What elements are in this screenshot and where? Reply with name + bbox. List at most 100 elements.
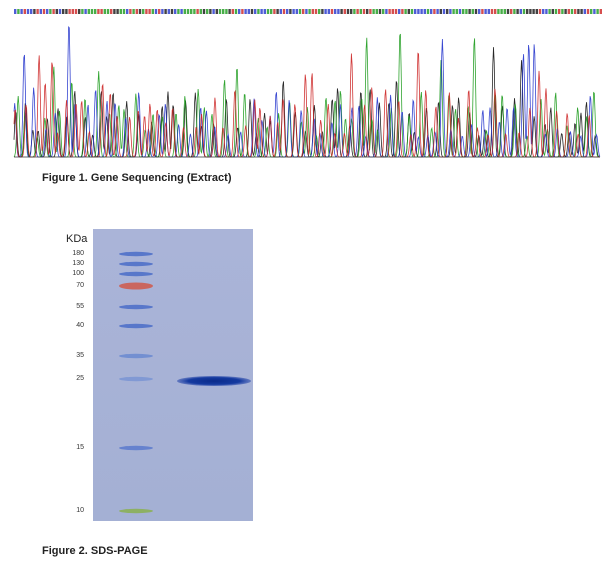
base-call bbox=[577, 9, 580, 14]
base-call bbox=[132, 9, 135, 14]
base-call bbox=[151, 9, 154, 14]
base-call bbox=[346, 9, 350, 14]
base-call bbox=[433, 9, 436, 14]
base-call bbox=[126, 9, 129, 14]
base-call bbox=[382, 9, 385, 14]
base-call bbox=[375, 9, 378, 14]
base-call bbox=[228, 9, 231, 14]
base-call bbox=[327, 9, 330, 14]
marker-label: 35 bbox=[76, 352, 84, 359]
base-call bbox=[420, 9, 423, 14]
base-call bbox=[350, 9, 353, 14]
base-call bbox=[407, 9, 410, 14]
base-call bbox=[487, 9, 490, 14]
trace bbox=[13, 52, 600, 158]
base-call bbox=[282, 9, 286, 14]
base-call bbox=[458, 9, 462, 14]
base-call bbox=[49, 9, 52, 14]
base-call bbox=[52, 9, 55, 14]
base-call bbox=[154, 9, 158, 14]
base-call bbox=[410, 9, 414, 14]
ladder-band bbox=[119, 323, 153, 329]
base-call bbox=[209, 9, 212, 14]
chromatogram bbox=[13, 9, 602, 158]
marker-label: 180 bbox=[72, 250, 84, 257]
base-call bbox=[222, 9, 225, 14]
base-call bbox=[564, 9, 567, 14]
base-call bbox=[68, 9, 71, 14]
base-call bbox=[414, 9, 417, 14]
base-call bbox=[286, 9, 289, 14]
sample-band bbox=[177, 376, 251, 386]
base-call bbox=[30, 9, 33, 14]
base-call bbox=[506, 9, 510, 14]
base-call bbox=[161, 9, 164, 14]
base-call bbox=[186, 9, 190, 14]
base-call bbox=[513, 9, 516, 14]
base-call bbox=[119, 9, 122, 14]
base-call bbox=[110, 9, 113, 14]
base-call bbox=[279, 9, 282, 14]
base-call bbox=[449, 9, 452, 14]
base-call bbox=[468, 9, 471, 14]
base-call bbox=[369, 9, 372, 14]
base-call bbox=[148, 9, 151, 14]
base-call bbox=[81, 9, 84, 14]
base-call bbox=[535, 9, 538, 14]
marker-label: 55 bbox=[76, 303, 84, 310]
base-call bbox=[503, 9, 506, 14]
ladder-band bbox=[119, 353, 153, 359]
base-call bbox=[244, 9, 247, 14]
base-call bbox=[330, 9, 334, 14]
base-call bbox=[142, 9, 145, 14]
figure-caption: Figure 2. SDS-PAGE bbox=[42, 545, 148, 557]
base-call bbox=[199, 9, 202, 14]
base-call bbox=[314, 9, 318, 14]
base-call bbox=[321, 9, 324, 14]
base-call bbox=[218, 9, 222, 14]
base-call bbox=[71, 9, 74, 14]
base-call bbox=[196, 9, 199, 14]
base-call bbox=[215, 9, 218, 14]
base-call bbox=[481, 9, 484, 14]
ladder-band bbox=[119, 445, 153, 451]
base-call bbox=[570, 9, 574, 14]
base-call bbox=[106, 9, 110, 14]
base-call bbox=[318, 9, 321, 14]
marker-label: 15 bbox=[76, 444, 84, 451]
base-call bbox=[430, 9, 433, 14]
base-call bbox=[174, 9, 177, 14]
base-call bbox=[122, 9, 126, 14]
base-call bbox=[65, 9, 68, 14]
base-call bbox=[586, 9, 590, 14]
base-call bbox=[567, 9, 570, 14]
base-call bbox=[234, 9, 238, 14]
base-call bbox=[78, 9, 81, 14]
ladder-band bbox=[119, 271, 153, 277]
base-call bbox=[426, 9, 430, 14]
base-call bbox=[385, 9, 388, 14]
base-call bbox=[94, 9, 97, 14]
base-call bbox=[593, 9, 596, 14]
base-call bbox=[590, 9, 593, 14]
base-call bbox=[84, 9, 87, 14]
base-call bbox=[116, 9, 119, 14]
base-call bbox=[42, 9, 46, 14]
base-call bbox=[378, 9, 382, 14]
base-call bbox=[292, 9, 295, 14]
base-call bbox=[62, 9, 65, 14]
base-call bbox=[257, 9, 260, 14]
gel bbox=[93, 229, 253, 521]
marker-label: 10 bbox=[76, 507, 84, 514]
base-call bbox=[417, 9, 420, 14]
ladder-band bbox=[119, 261, 153, 267]
marker-label: 130 bbox=[72, 260, 84, 267]
marker-label: 100 bbox=[72, 270, 84, 277]
base-call bbox=[574, 9, 577, 14]
base-call bbox=[522, 9, 526, 14]
ladder-band bbox=[119, 508, 153, 514]
base-call bbox=[263, 9, 266, 14]
base-call bbox=[353, 9, 356, 14]
base-call bbox=[439, 9, 442, 14]
base-call bbox=[113, 9, 116, 14]
